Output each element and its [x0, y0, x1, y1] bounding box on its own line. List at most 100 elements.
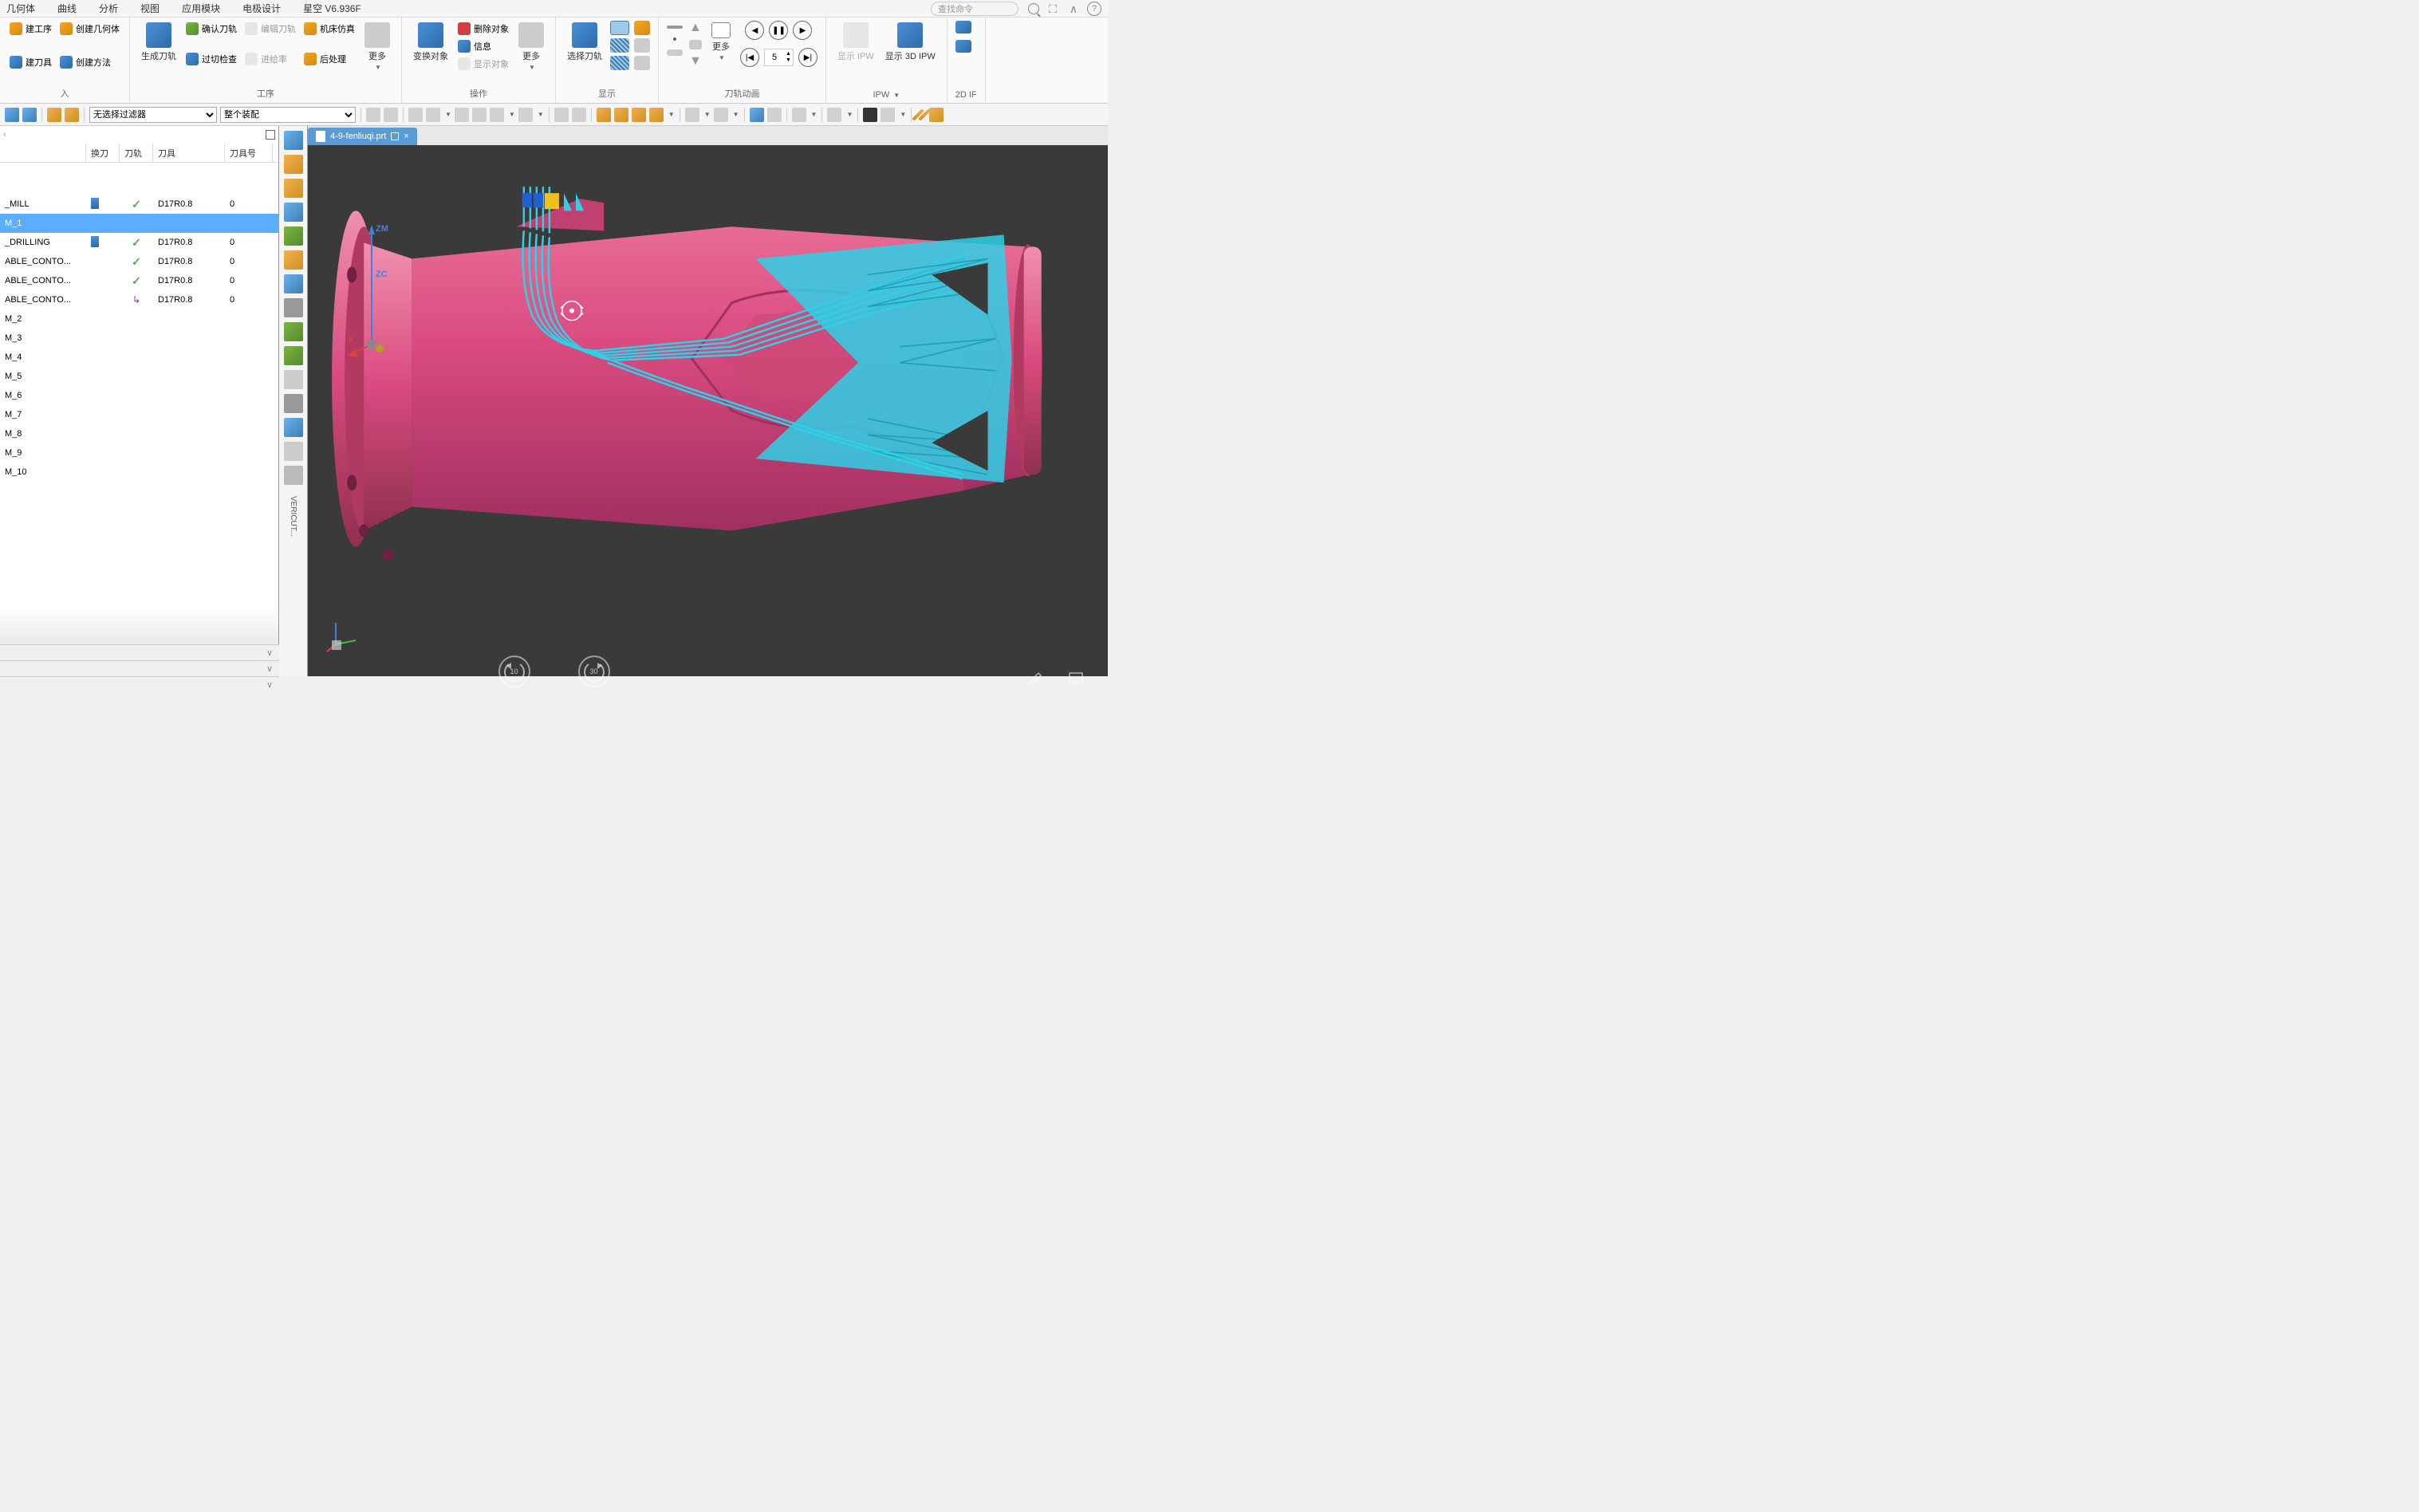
search-icon[interactable]: [1028, 3, 1039, 14]
tb-icon-9[interactable]: [455, 108, 469, 122]
tb-icon-13[interactable]: [554, 108, 569, 122]
col-tool-num[interactable]: 刀具号: [225, 144, 273, 162]
col-change-tool[interactable]: 换刀: [86, 144, 120, 162]
create-tool-button[interactable]: 建刀具: [8, 54, 53, 70]
tb-icon-15[interactable]: [597, 108, 611, 122]
ipw2d-icon-1[interactable]: [955, 21, 971, 33]
menu-view[interactable]: 视图: [140, 2, 160, 15]
skip-back-button[interactable]: |◀: [740, 48, 759, 67]
operation-more-button[interactable]: 更多▼: [515, 21, 547, 73]
tree-row[interactable]: M_2: [0, 309, 278, 329]
col-toolpath[interactable]: 刀轨: [120, 144, 153, 162]
tb-icon-26[interactable]: [881, 108, 895, 122]
tree-row[interactable]: M_7: [0, 405, 278, 424]
tree-row[interactable]: M_10: [0, 463, 278, 482]
res-icon-10[interactable]: [284, 346, 303, 365]
tree-row[interactable]: _MILL✓D17R0.80: [0, 195, 278, 214]
res-icon-14[interactable]: [284, 442, 303, 461]
tb-icon-5[interactable]: [366, 108, 380, 122]
tb-icon-6[interactable]: [384, 108, 398, 122]
pause-button[interactable]: ❚❚: [769, 21, 788, 40]
ipw2d-icon-2[interactable]: [955, 40, 971, 53]
tree-row[interactable]: M_1: [0, 214, 278, 233]
res-icon-4[interactable]: [284, 203, 303, 222]
panel-maximize-icon[interactable]: [266, 130, 275, 140]
generate-toolpath-button[interactable]: 生成刀轨: [138, 21, 179, 64]
3d-canvas[interactable]: ZM ZC X: [308, 145, 1108, 676]
tree-row[interactable]: _DRILLING✓D17R0.80: [0, 233, 278, 252]
edit-icon[interactable]: [1028, 670, 1044, 686]
post-process-button[interactable]: 后处理: [302, 51, 357, 67]
res-icon-3[interactable]: [284, 179, 303, 198]
tb-icon-24[interactable]: [827, 108, 841, 122]
skip-fwd-button[interactable]: ▶|: [798, 48, 817, 67]
tb-icon-14[interactable]: [572, 108, 586, 122]
info-button[interactable]: 信息: [456, 38, 510, 54]
res-icon-7[interactable]: [284, 274, 303, 293]
tree-row[interactable]: ABLE_CONTO...✓D17R0.80: [0, 252, 278, 271]
tb-icon-4[interactable]: [65, 108, 79, 122]
menu-app-module[interactable]: 应用模块: [182, 2, 220, 15]
tb-icon-17[interactable]: [632, 108, 646, 122]
fullscreen-icon[interactable]: ⛶: [1046, 2, 1060, 16]
tree-row[interactable]: ABLE_CONTO...↳D17R0.80: [0, 290, 278, 309]
anim-more-button[interactable]: 更多▼: [708, 21, 734, 63]
menu-analysis[interactable]: 分析: [99, 2, 118, 15]
filter-select[interactable]: 无选择过滤器: [89, 107, 217, 123]
res-icon-2[interactable]: [284, 155, 303, 174]
tb-icon-18[interactable]: [649, 108, 664, 122]
fullscreen-video-icon[interactable]: [1068, 670, 1084, 686]
speed-down[interactable]: ▼: [784, 57, 793, 64]
menu-geometry[interactable]: 几何体: [6, 2, 35, 15]
file-tab[interactable]: 4-9-fenliuqi.prt ×: [308, 128, 417, 145]
menu-electrode[interactable]: 电极设计: [242, 2, 281, 15]
display-icon-3[interactable]: [610, 56, 629, 70]
tb-icon-29[interactable]: [929, 108, 944, 122]
create-method-button[interactable]: 创建方法: [58, 54, 121, 70]
res-icon-15[interactable]: [284, 466, 303, 485]
tb-icon-2[interactable]: [22, 108, 37, 122]
tree-row[interactable]: M_3: [0, 329, 278, 348]
res-icon-5[interactable]: [284, 226, 303, 246]
help-icon[interactable]: ?: [1087, 2, 1101, 16]
collapse-icon[interactable]: ∧: [1066, 2, 1081, 16]
tb-icon-8[interactable]: [426, 108, 440, 122]
tb-icon-16[interactable]: [614, 108, 628, 122]
tree-row[interactable]: M_9: [0, 443, 278, 463]
tb-icon-20[interactable]: [714, 108, 728, 122]
dep-row-1[interactable]: ∨: [0, 644, 279, 660]
tree-row[interactable]: ABLE_CONTO...✓D17R0.80: [0, 271, 278, 290]
command-search[interactable]: 查找命令: [931, 2, 1018, 16]
tree-row[interactable]: M_5: [0, 367, 278, 386]
dep-row-3[interactable]: ∨: [0, 676, 279, 692]
res-icon-9[interactable]: [284, 322, 303, 341]
display-icon-5[interactable]: [634, 38, 650, 53]
tb-icon-1[interactable]: [5, 108, 19, 122]
create-process-button[interactable]: 建工序: [8, 21, 53, 37]
assembly-select[interactable]: 整个装配: [220, 107, 356, 123]
dep-row-2[interactable]: ∨: [0, 660, 279, 676]
res-icon-1[interactable]: [284, 131, 303, 150]
machine-sim-button[interactable]: 机床仿真: [302, 21, 357, 37]
res-icon-11[interactable]: [284, 370, 303, 389]
anim-up-icon[interactable]: ▲: [689, 21, 702, 35]
anim-line-icon[interactable]: [667, 26, 683, 29]
display-icon-1[interactable]: [610, 21, 629, 35]
col-tool[interactable]: 刀具: [153, 144, 225, 162]
rewind-button[interactable]: ◀: [745, 21, 764, 40]
overcut-check-button[interactable]: 过切检查: [184, 51, 238, 67]
video-back-button[interactable]: 10: [498, 656, 530, 687]
anim-mid-icon[interactable]: [689, 40, 702, 49]
transform-object-button[interactable]: 变换对象: [410, 21, 451, 64]
menu-curve[interactable]: 曲线: [57, 2, 77, 15]
res-icon-8[interactable]: [284, 298, 303, 317]
delete-object-button[interactable]: 删除对象: [456, 21, 510, 37]
tree-row[interactable]: M_4: [0, 348, 278, 367]
video-fwd-button[interactable]: 30: [578, 656, 610, 687]
speed-stepper[interactable]: ▲▼: [764, 49, 794, 66]
tb-icon-7[interactable]: [408, 108, 423, 122]
display-icon-4[interactable]: [634, 21, 650, 35]
tb-icon-11[interactable]: [490, 108, 504, 122]
speed-up[interactable]: ▲: [784, 51, 793, 57]
tb-icon-25[interactable]: [863, 108, 877, 122]
